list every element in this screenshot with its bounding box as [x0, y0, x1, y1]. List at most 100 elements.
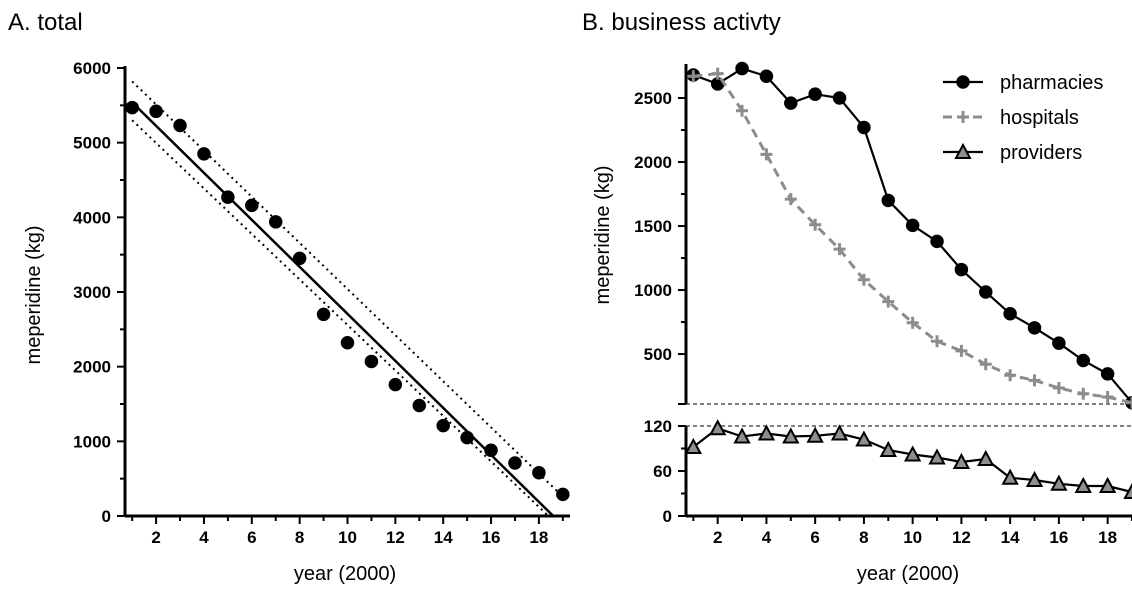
panel-b-pharmacies-point	[1052, 336, 1066, 350]
panel-a-x-tick-label: 12	[386, 528, 405, 547]
panel-b-hospitals-point	[1028, 374, 1041, 387]
panel-a-data-point	[149, 104, 163, 119]
panel-b-x-tick-label: 16	[1049, 528, 1068, 547]
panel-b-pharmacies-point	[979, 285, 993, 299]
panel-a-y-tick-label: 4000	[73, 208, 111, 227]
legend-pharmacies-label: pharmacies	[1000, 72, 1103, 94]
panel-b-pharmacies-point	[930, 234, 944, 249]
panel-b-hospitals-point	[760, 148, 773, 161]
panel-b-providers-point	[733, 427, 751, 444]
panel-b-providers-point	[1001, 468, 1019, 485]
panel-b-x-tick-label: 14	[1001, 528, 1020, 547]
panel-b-x-tick-label: 12	[952, 528, 971, 547]
panel-b-providers-point	[1074, 476, 1092, 493]
panel-b-providers-point	[830, 424, 849, 441]
panel-a-data-point	[268, 215, 283, 229]
panel-b-legend: pharmacies hospitals providers	[943, 72, 1103, 164]
panel-b-hospitals-point	[955, 344, 968, 357]
panel-b-providers-point	[903, 445, 922, 462]
legend-providers-marker	[954, 142, 972, 159]
panel-b-x-tick-label: 4	[762, 528, 772, 547]
panel-a-y-tick-label: 1000	[73, 432, 111, 451]
panel-a-xlabel: year (2000)	[294, 563, 396, 585]
legend-pharmacies-marker	[956, 75, 970, 89]
panel-b-title: B. business activty	[582, 9, 781, 36]
panel-a-lower-confidence-line	[131, 119, 550, 517]
panel-a-x-tick-label: 14	[434, 528, 453, 547]
panel-b-ylabel: meperidine (kg)	[592, 166, 614, 305]
panel-b-providers-point	[855, 430, 873, 447]
panel-b-pharmacies-point	[857, 120, 871, 135]
panel-b-providers-point	[709, 419, 727, 436]
panel-b-hospitals-point	[736, 104, 749, 117]
panel-b-pharmacies-point	[881, 193, 896, 208]
panel-b-hospitals-point	[711, 67, 724, 80]
panel-b-providers-point	[1050, 474, 1068, 491]
panel-b-upper-y-tick-label: 500	[644, 345, 672, 364]
panel-a-ylabel: meperidine (kg)	[23, 226, 45, 365]
panel-b-lower-y-tick-label: 0	[663, 507, 672, 526]
panel-b-pharmacies-point	[1100, 367, 1115, 381]
panel-a-y-tick-label: 6000	[73, 59, 111, 78]
panel-b-plot-area: 500 1000 1500 2000 2500 0 60 120 2 4 6 8 10 12 14 16 18	[634, 61, 1132, 547]
panel-b-hospitals-point	[1126, 396, 1132, 409]
panel-b-upper-y-tick-label: 1500	[634, 217, 672, 236]
panel-b-providers-point	[879, 440, 897, 457]
panel-b-x-tick-label: 10	[903, 528, 922, 547]
panel-b-x-tick-label: 18	[1098, 528, 1117, 547]
panel-a-data-point	[197, 147, 211, 161]
panel-b-business-activity: B. business activty meperidine (kg) year…	[582, 9, 1132, 585]
panel-b-x-tick-label: 8	[859, 528, 868, 547]
panel-a-title: A. total	[8, 9, 83, 36]
panel-b-pharmacies-point	[735, 61, 749, 76]
panel-a-upper-confidence-line	[131, 80, 564, 498]
panel-a-data-point	[245, 198, 259, 213]
panel-b-providers-point	[1123, 482, 1132, 499]
panel-b-pharmacies-point	[832, 91, 847, 105]
panel-b-pharmacies-point	[954, 262, 969, 277]
panel-b-providers-point	[782, 427, 800, 444]
panel-b-hospitals-point	[809, 218, 822, 231]
panel-a-data-point	[412, 398, 427, 413]
panel-a-data-point	[221, 190, 235, 204]
panel-a-y-tick-label: 0	[102, 507, 111, 526]
panel-b-providers-point	[952, 452, 971, 469]
panel-a-x-tick-label: 2	[151, 528, 160, 547]
panel-b-hospitals-point	[833, 243, 846, 256]
panel-a-x-tick-label: 6	[247, 528, 256, 547]
panel-b-pharmacies-point	[1027, 321, 1042, 335]
panel-a-plot-area: 0 1000 2000 3000 4000 5000 6000 2 4 6 8 10 12 14 16 18	[73, 59, 570, 547]
panel-b-upper-y-tick-label: 2500	[634, 89, 672, 108]
panel-b-x-tick-label: 2	[713, 528, 722, 547]
panel-b-hospitals-point	[906, 316, 919, 329]
panel-a-total: A. total meperidine (kg) year (2000) 0 10…	[8, 9, 570, 585]
panel-b-hospitals-point	[931, 335, 944, 348]
legend-providers-label: providers	[1000, 142, 1082, 164]
panel-b-hospitals-point	[979, 358, 992, 371]
panel-b-pharmacies-point	[1003, 306, 1017, 321]
panel-a-data-point	[316, 307, 331, 322]
panel-a-data-point	[292, 251, 307, 266]
panel-b-hospitals-point	[1077, 387, 1090, 400]
panel-b-pharmacies-point	[759, 69, 774, 83]
panel-a-y-tick-label: 5000	[73, 134, 111, 153]
panel-b-providers-point	[977, 449, 995, 466]
panel-a-data-point	[436, 418, 450, 433]
panel-a-y-tick-label: 2000	[73, 358, 111, 377]
panel-a-data-point	[484, 443, 498, 458]
panel-b-providers-point	[928, 448, 946, 465]
panel-b-x-tick-label: 6	[810, 528, 819, 547]
panel-b-providers-point	[1025, 470, 1044, 487]
panel-b-providers-point	[1098, 476, 1117, 493]
panel-a-data-point	[173, 118, 187, 133]
panel-b-providers-point	[684, 437, 702, 454]
panel-b-hospitals-point	[1101, 390, 1114, 403]
panel-a-y-tick-label: 3000	[73, 283, 111, 302]
panel-a-x-tick-label: 18	[529, 528, 548, 547]
panel-b-upper-y-tick-label: 2000	[634, 153, 672, 172]
panel-b-hospitals-point	[882, 295, 895, 308]
panel-a-x-tick-label: 16	[482, 528, 501, 547]
panel-b-lower-y-tick-label: 120	[644, 417, 672, 436]
panel-a-data-point	[388, 377, 403, 392]
